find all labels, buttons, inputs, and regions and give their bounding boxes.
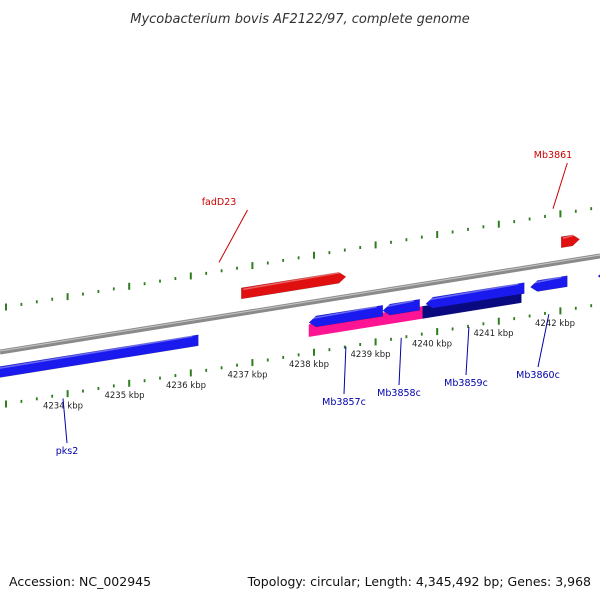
label-leader-mb3857c (343, 346, 347, 395)
gene-mb3859c[interactable] (425, 282, 525, 309)
gene-track (0, 234, 600, 381)
scale-label: 4239 kbp (350, 350, 390, 360)
gene-label-mb3859c[interactable]: Mb3859c (444, 378, 488, 389)
gene-gloss (384, 300, 414, 308)
genome-summary-text: Topology: circular; Length: 4,345,492 bp… (247, 574, 591, 589)
gene-gloss (310, 306, 377, 320)
gene-mb3861[interactable] (560, 234, 581, 248)
label-leader-fadD23 (218, 209, 248, 263)
scale-label: 4241 kbp (473, 329, 513, 339)
gene-gloss (427, 283, 519, 301)
gene-gloss (0, 335, 193, 369)
gene-blue-long[interactable] (0, 334, 199, 381)
scale-label: 4234 kbp (43, 401, 83, 411)
label-leader-mb3861 (552, 162, 568, 209)
label-leader-mb3859c (465, 326, 470, 376)
map-title: Mycobacterium bovis AF2122/97, complete … (130, 12, 469, 27)
scale-label: 4240 kbp (412, 339, 452, 349)
scale-label: 4236 kbp (166, 381, 206, 391)
scale-label: 4237 kbp (227, 370, 267, 380)
gene-label-fadD23[interactable]: fadD23 (202, 197, 237, 208)
scale-label: 4235 kbp (104, 391, 144, 401)
scale-labels: 4234 kbp 4235 kbp 4236 kbp 4237 kbp 4238 kbp… (43, 319, 575, 412)
genome-backbone (0, 253, 600, 355)
label-leader-pks2 (62, 398, 68, 444)
gene-fadD23[interactable] (241, 272, 347, 300)
gene-label-mb3857c[interactable]: Mb3857c (322, 397, 366, 408)
label-leader-mb3860c (537, 314, 550, 368)
forward-ticks (5, 207, 593, 311)
gene-mb3858c[interactable] (382, 299, 420, 316)
gene-mb3860c[interactable] (529, 275, 568, 292)
accession-text: Accession: NC_002945 (9, 574, 151, 589)
gene-gloss (243, 271, 341, 291)
gene-labels: fadD23 Mb3861 pks2 Mb3857c Mb3858c Mb3859c Mb3… (56, 150, 572, 457)
gene-gloss (562, 234, 574, 239)
gene-gloss (532, 276, 562, 284)
reverse-ticks (5, 304, 593, 408)
gene-label-mb3860c[interactable]: Mb3860c (516, 370, 560, 381)
backbone-line (0, 253, 600, 355)
label-leader-mb3858c (398, 337, 402, 386)
backbone-highlight (0, 254, 600, 352)
gene-label-mb3861[interactable]: Mb3861 (534, 150, 572, 161)
gene-label-pks2[interactable]: pks2 (56, 446, 79, 457)
gene-label-mb3858c[interactable]: Mb3858c (377, 388, 421, 399)
scale-label: 4238 kbp (289, 360, 329, 370)
scale-label: 4242 kbp (535, 319, 575, 329)
